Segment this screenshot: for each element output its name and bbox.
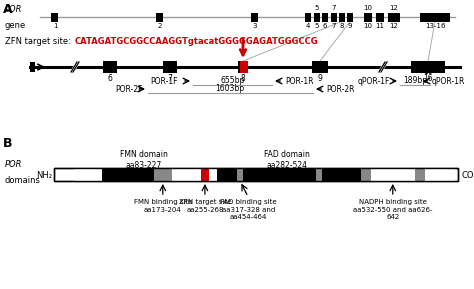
Bar: [316, 168, 322, 181]
Bar: [209, 168, 217, 181]
Text: gene: gene: [5, 21, 26, 30]
Text: 4: 4: [306, 23, 310, 29]
Text: 1: 1: [53, 23, 57, 29]
Text: 5: 5: [315, 5, 319, 12]
Text: 16: 16: [423, 67, 433, 76]
Text: POR-1F: POR-1F: [150, 77, 177, 86]
Bar: [54, 168, 458, 181]
Text: 7: 7: [168, 74, 173, 83]
Text: 1603bp: 1603bp: [216, 84, 245, 93]
Bar: [217, 168, 237, 181]
Bar: [361, 168, 372, 181]
Bar: [154, 168, 172, 181]
Text: FMN binding site
aa173-204: FMN binding site aa173-204: [134, 199, 192, 212]
Bar: [163, 61, 177, 73]
Bar: [411, 61, 445, 73]
Bar: [364, 12, 372, 21]
Bar: [102, 168, 154, 181]
Text: 12: 12: [390, 23, 399, 29]
Bar: [331, 12, 337, 21]
Text: 6: 6: [108, 74, 112, 83]
Text: B: B: [3, 137, 12, 150]
Text: POR: POR: [5, 160, 22, 169]
Text: ZFN target site
aa255-268: ZFN target site aa255-268: [179, 199, 231, 212]
Text: domains: domains: [5, 176, 41, 185]
Bar: [172, 168, 201, 181]
Text: 8: 8: [340, 23, 344, 29]
Text: NH₂: NH₂: [36, 171, 52, 179]
Bar: [339, 12, 345, 21]
Bar: [305, 12, 311, 21]
Text: COOH: COOH: [462, 171, 474, 179]
Text: 3: 3: [253, 23, 257, 29]
Text: 7: 7: [332, 23, 336, 29]
Text: qPOR-1F: qPOR-1F: [358, 77, 391, 86]
Text: 10: 10: [364, 5, 373, 12]
Text: FMN domain
aa83-227: FMN domain aa83-227: [119, 150, 167, 170]
Bar: [314, 12, 320, 21]
Text: 12: 12: [390, 5, 399, 12]
Bar: [238, 61, 248, 73]
Bar: [312, 61, 328, 73]
Text: qPOR-1R: qPOR-1R: [432, 77, 465, 86]
Bar: [54, 168, 458, 181]
Text: 6: 6: [323, 23, 327, 29]
Text: FAD binding site
aa317-328 and
aa454-464: FAD binding site aa317-328 and aa454-464: [220, 199, 276, 220]
Text: POR-2F: POR-2F: [115, 84, 143, 94]
Bar: [52, 12, 58, 21]
Bar: [156, 12, 164, 21]
Text: NADPH binding site
aa532-550 and aa626-
642: NADPH binding site aa532-550 and aa626- …: [353, 199, 433, 220]
Bar: [415, 168, 425, 181]
Text: FAD domain
aa282-524: FAD domain aa282-524: [264, 150, 310, 170]
Bar: [252, 12, 258, 21]
Text: 8: 8: [241, 74, 246, 83]
Bar: [201, 168, 209, 181]
Text: POR: POR: [5, 5, 22, 14]
Text: POR-2R: POR-2R: [326, 84, 355, 94]
Bar: [372, 168, 415, 181]
Bar: [103, 61, 117, 73]
Text: 13-16: 13-16: [425, 23, 445, 29]
Text: 189bp: 189bp: [403, 76, 427, 85]
Bar: [30, 62, 35, 72]
Text: A: A: [3, 3, 13, 16]
Bar: [376, 12, 384, 21]
Text: 11: 11: [375, 23, 384, 29]
Bar: [237, 168, 243, 181]
Text: 9: 9: [318, 74, 322, 83]
Text: CATAGATGCGGCCAAGGTgtacatGGGGGAGATGGGCCG: CATAGATGCGGCCAAGGTgtacatGGGGGAGATGGGCCG: [75, 36, 319, 45]
Text: 9: 9: [348, 23, 352, 29]
Bar: [240, 61, 248, 73]
Bar: [425, 168, 455, 181]
Bar: [322, 168, 361, 181]
Text: ZFN target site:: ZFN target site:: [5, 36, 71, 45]
Bar: [322, 12, 328, 21]
Text: 16: 16: [423, 74, 433, 83]
Bar: [347, 12, 353, 21]
Bar: [74, 168, 102, 181]
Text: 7: 7: [332, 5, 336, 12]
Bar: [243, 168, 316, 181]
Bar: [388, 12, 400, 21]
Text: 655bp: 655bp: [221, 76, 245, 85]
Text: 2: 2: [158, 23, 162, 29]
Text: 5: 5: [315, 23, 319, 29]
Bar: [420, 12, 450, 21]
Text: 10: 10: [364, 23, 373, 29]
Text: POR-1R: POR-1R: [285, 77, 313, 86]
